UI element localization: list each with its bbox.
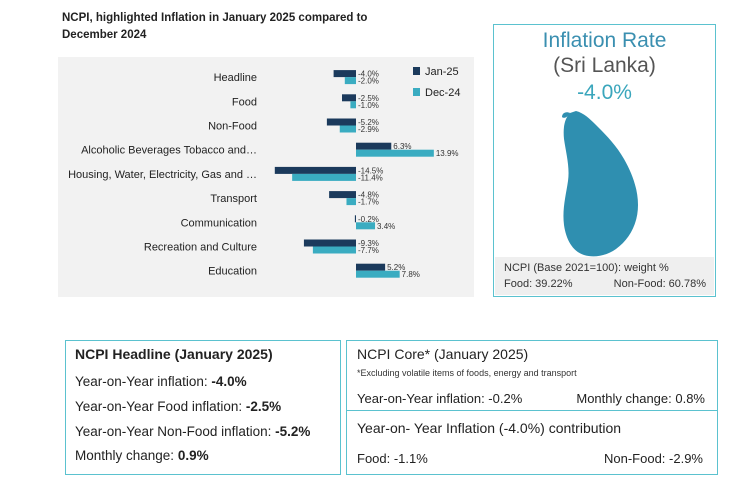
category-label: Housing, Water, Electricity, Gas and … (68, 169, 257, 181)
bar-dec-24 (346, 198, 356, 206)
data-label: 13.9% (436, 149, 459, 158)
headline-row-value: -5.2% (275, 424, 311, 439)
headline-row-label: Year-on-Year inflation: (75, 374, 212, 389)
bar-chart: Headline -4.0% -2.0% Food -2.5% -1.0% Non-Food… (58, 57, 474, 297)
headline-row: Year-on-Year inflation: -4.0% (75, 374, 247, 389)
data-label: -4.0% (358, 70, 379, 79)
headline-row-value: -4.0% (211, 374, 247, 389)
core-box-note: *Excluding volatile items of foods, ener… (357, 368, 577, 378)
weight-title: NCPI (Base 2021=100): weight % (504, 262, 669, 274)
headline-row: Monthly change: 0.9% (75, 448, 209, 463)
category-label: Recreation and Culture (144, 242, 257, 254)
contribution-nonfood: Non-Food: -2.9% (604, 451, 703, 466)
headline-row-value: -2.5% (245, 399, 282, 414)
legend-swatch (413, 67, 420, 75)
category-label: Transport (210, 193, 257, 205)
headline-row-label: Year-on-Year Food inflation: (75, 399, 246, 414)
bar-jan-25 (326, 118, 356, 126)
bar-jan-25 (333, 70, 356, 78)
data-label: -2.0% (358, 77, 379, 86)
data-label: -2.5% (358, 94, 379, 103)
bar-chart-svg: Headline -4.0%-2.0% Food -2.5%-1.0% Non-Food… (68, 66, 460, 279)
headline-row-value: 0.9% (177, 448, 209, 463)
headline-box: NCPI Headline (January 2025) Year-on-Yea… (65, 340, 341, 475)
bar-dec-24 (356, 222, 376, 230)
bar-jan-25 (303, 239, 356, 247)
data-label: -11.4% (358, 173, 383, 182)
category-label: Alcoholic Beverages Tobacco and… (81, 145, 257, 157)
data-label: -9.3% (358, 239, 379, 248)
data-label: 5.2% (387, 263, 405, 272)
data-label: 6.3% (393, 142, 411, 151)
legend-swatch (413, 88, 420, 96)
inflation-rate-title: Inflation Rate (542, 29, 667, 52)
headline-row-label: Year-on-Year Non-Food inflation: (75, 424, 276, 439)
core-box: NCPI Core* (January 2025) *Excluding vol… (346, 340, 718, 412)
bar-jan-25 (329, 191, 356, 199)
core-yoy: Year-on-Year inflation: -0.2% (357, 391, 523, 406)
bar-jan-25 (354, 215, 356, 223)
bar-dec-24 (356, 270, 400, 278)
data-label: -4.8% (358, 191, 379, 200)
category-label: Non-Food (208, 121, 257, 133)
category-label: Headline (214, 72, 257, 84)
core-monthly: Monthly change: 0.8% (576, 391, 705, 406)
inflation-rate-value: -4.0% (577, 81, 632, 104)
category-label: Communication (181, 217, 257, 229)
data-label: -14.5% (358, 166, 383, 175)
food-weight: Food: 39.22% (504, 278, 573, 290)
category-label: Food (232, 96, 257, 108)
weight-box: NCPI (Base 2021=100): weight % Food: 39.… (495, 257, 714, 295)
contribution-title: Year-on- Year Inflation (-4.0%) contribu… (357, 420, 622, 436)
data-label: -0.2% (358, 215, 379, 224)
contribution-box: Year-on- Year Inflation (-4.0%) contribu… (346, 410, 718, 475)
bar-dec-24 (344, 77, 356, 85)
bar-jan-25 (356, 263, 386, 271)
legend-label: Dec-24 (425, 87, 460, 99)
data-label: -1.7% (358, 198, 379, 207)
bar-jan-25 (274, 166, 356, 174)
bar-jan-25 (342, 94, 356, 102)
category-label: Education (208, 266, 257, 278)
data-label: 3.4% (377, 222, 395, 231)
bar-dec-24 (356, 149, 434, 157)
sri-lanka-map-icon (562, 111, 638, 257)
nonfood-weight: Non-Food: 60.78% (613, 278, 706, 290)
bar-dec-24 (339, 125, 356, 133)
data-label: -7.7% (358, 246, 379, 255)
data-label: -1.0% (358, 101, 379, 110)
core-box-title: NCPI Core* (January 2025) (357, 346, 529, 362)
inflation-country: (Sri Lanka) (553, 54, 656, 77)
bar-dec-24 (292, 173, 356, 181)
headline-row: Year-on-Year Food inflation: -2.5% (75, 399, 281, 414)
data-label: 7.8% (402, 270, 420, 279)
inflation-panel: Inflation Rate (Sri Lanka) -4.0% NCPI (B… (493, 24, 716, 297)
data-label: -2.9% (358, 125, 379, 134)
legend-label: Jan-25 (425, 66, 459, 78)
data-label: -5.2% (358, 118, 379, 127)
chart-title: NCPI, highlighted Inflation in January 2… (62, 12, 368, 41)
bar-dec-24 (312, 246, 356, 254)
contribution-food: Food: -1.1% (357, 451, 428, 466)
headline-row: Year-on-Year Non-Food inflation: -5.2% (75, 424, 310, 439)
bar-dec-24 (350, 101, 356, 109)
headline-box-title: NCPI Headline (January 2025) (75, 346, 273, 362)
bar-jan-25 (356, 142, 392, 150)
headline-row-label: Monthly change: (75, 448, 178, 463)
